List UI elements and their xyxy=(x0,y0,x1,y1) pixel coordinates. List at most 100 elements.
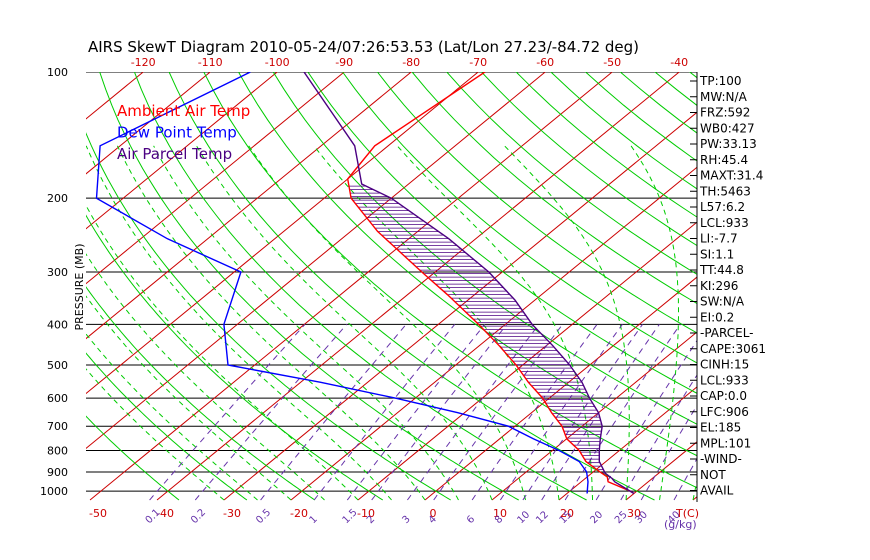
dry-adiabat-line xyxy=(446,72,697,275)
stability-index: -WIND- xyxy=(700,452,742,466)
top-tick-label: -70 xyxy=(469,56,487,69)
mixing-ratio-line xyxy=(260,323,407,501)
stability-index: SI:1.1 xyxy=(700,247,734,261)
mixing-ratio-line xyxy=(471,324,598,501)
pressure-tick-label: 200 xyxy=(47,192,68,205)
mixing-ratio-label: 6 xyxy=(465,514,477,526)
isotherm-line xyxy=(223,111,697,501)
bottom-tick-label: -50 xyxy=(89,507,107,520)
pressure-tick-label: 700 xyxy=(47,420,68,433)
top-tick-label: -110 xyxy=(198,56,223,69)
stability-index: FRZ:592 xyxy=(700,106,750,120)
isotherm-line xyxy=(0,72,9,500)
stability-index: L57:6.2 xyxy=(700,200,745,214)
isotherm-line xyxy=(760,72,870,500)
mixing-ratio-label: 2 xyxy=(365,514,377,526)
top-temperature-ticks: -120 -110 -100 -90 -80 -70 -60 -50 -40 xyxy=(131,56,688,69)
moist-adiabat-line xyxy=(630,145,679,501)
dry-adiabat-line xyxy=(99,72,519,501)
bottom-temperature-ticks: -50 -40 -30 -20 -10 0 10 20 30 xyxy=(89,507,641,520)
isotherm-line xyxy=(86,72,345,285)
isotherm-line xyxy=(86,72,412,340)
dry-adiabat-line xyxy=(654,72,697,107)
legend-entry: Ambient Air Temp xyxy=(117,102,250,120)
stability-index: CAP:0.0 xyxy=(700,389,747,403)
stability-index: LFC:906 xyxy=(700,405,749,419)
dew-point-temp-line xyxy=(95,72,589,494)
bottom-tick-label: 30 xyxy=(627,507,641,520)
stability-index: LCL:933 xyxy=(700,216,749,230)
stability-index: TH:5463 xyxy=(699,184,751,198)
mixing-ratio-label: 10 xyxy=(515,509,532,526)
air-parcel-temp-line xyxy=(303,72,635,495)
pressure-tick-label: 1000 xyxy=(40,485,68,498)
moist-adiabat-line xyxy=(116,145,426,501)
stability-index: PW:33.13 xyxy=(700,137,757,151)
pressure-tick-label: 300 xyxy=(47,266,68,279)
dry-adiabat-line xyxy=(238,72,697,457)
isotherm-line xyxy=(86,72,479,395)
mixing-ratio-line xyxy=(620,374,697,501)
dry-adiabat-line xyxy=(481,72,697,247)
mixing-ratio-line xyxy=(313,323,456,501)
legend-entry: Dew Point Temp xyxy=(117,124,237,142)
dry-adiabat-line xyxy=(86,132,451,501)
legend-entry: Air Parcel Temp xyxy=(117,145,232,163)
isotherm-line xyxy=(0,72,76,500)
cape-hatching xyxy=(348,185,606,474)
bottom-tick-label: -10 xyxy=(357,507,375,520)
moist-adiabat-line xyxy=(86,145,392,501)
stability-index: TT:44.8 xyxy=(699,263,744,277)
bottom-tick-label: 10 xyxy=(493,507,507,520)
stability-index: -PARCEL- xyxy=(700,326,754,340)
isotherm-line xyxy=(86,72,211,175)
stability-index: LCL:933 xyxy=(700,373,749,387)
stability-index: MW:N/A xyxy=(700,90,748,104)
grid-layer xyxy=(0,72,870,501)
pressure-tick-label: 400 xyxy=(47,318,68,331)
mixing-ratio-label: 0.5 xyxy=(254,507,273,526)
legend: Ambient Air Temp Dew Point Temp Air Parcel… xyxy=(117,102,250,163)
pressure-tick-label: 500 xyxy=(47,359,68,372)
mixing-ratio-label: 1 xyxy=(308,514,320,526)
stability-index: MPL:101 xyxy=(700,436,751,450)
top-tick-label: -120 xyxy=(131,56,156,69)
pressure-tick-label: 100 xyxy=(47,66,68,79)
isotherm-line xyxy=(290,166,697,501)
mixing-ratio-line xyxy=(499,324,623,501)
isotherm-line xyxy=(89,72,613,501)
mixing-ratio-unit-label: (g/kg) xyxy=(664,518,697,531)
mixing-ratio-line xyxy=(640,404,697,501)
pressure-tick-label: 600 xyxy=(47,392,68,405)
mixing-ratio-label: 3 xyxy=(400,514,412,526)
profile-lines xyxy=(95,72,635,495)
stability-index: LI:-7.7 xyxy=(700,232,738,246)
isotherm-line xyxy=(86,72,278,230)
stability-index: RH:45.4 xyxy=(700,153,748,167)
pressure-tick-label: 900 xyxy=(47,466,68,479)
isotherm-line xyxy=(357,221,697,501)
dry-adiabat-line xyxy=(86,352,248,501)
stability-index: EI:0.2 xyxy=(700,310,734,324)
dry-adiabat-line xyxy=(307,72,697,394)
dry-adiabat-line xyxy=(272,72,697,425)
stability-index: MAXT:31.4 xyxy=(700,169,763,183)
dry-adiabat-line xyxy=(759,72,870,500)
top-tick-label: -50 xyxy=(603,56,621,69)
moist-adiabat-line xyxy=(86,368,225,501)
mixing-ratio-line xyxy=(673,457,697,501)
mixing-ratio-line xyxy=(346,323,486,501)
dry-adiabat-line xyxy=(86,286,316,501)
bottom-tick-label: -20 xyxy=(290,507,308,520)
dry-adiabat-line xyxy=(377,72,697,334)
dry-adiabat-line xyxy=(411,72,697,305)
mixing-ratio-line xyxy=(433,323,563,501)
x-unit-label: T(C) xyxy=(675,507,699,520)
isotherm-line xyxy=(86,72,546,450)
dry-adiabat-line xyxy=(86,415,180,501)
dry-adiabat-line xyxy=(133,72,587,501)
top-tick-label: -40 xyxy=(670,56,688,69)
pressure-ticks: 100 200 300 400 500 600 700 800 900 1000 xyxy=(40,66,68,498)
isotherm-line xyxy=(424,276,697,501)
